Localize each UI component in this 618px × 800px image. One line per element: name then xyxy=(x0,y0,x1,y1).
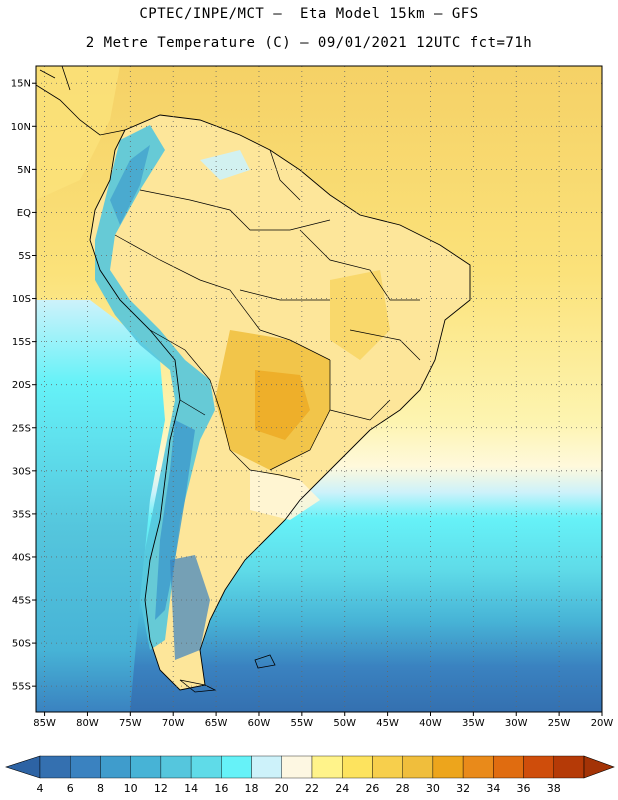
lat-tick-label: 15S xyxy=(12,337,31,348)
lon-tick-label: 85W xyxy=(33,718,56,729)
lon-tick-label: 30W xyxy=(505,718,528,729)
colorbar-label: 26 xyxy=(365,782,379,795)
lat-tick-label: 20S xyxy=(12,380,31,391)
colorbar-label: 38 xyxy=(547,782,561,795)
colorbar-swatch xyxy=(190,755,222,779)
lat-tick-label: 50S xyxy=(12,639,31,650)
colorbar-label: 8 xyxy=(97,782,104,795)
lon-tick-label: 50W xyxy=(333,718,356,729)
latitude-labels: 15N 10N 5N EQ 5S 10S 15S 20S 25S 30S 35S 40S 45S 50S 5… xyxy=(11,79,36,693)
falkland-islands xyxy=(254,654,276,669)
tierra-del-fuego xyxy=(179,679,217,693)
lat-tick-label: 45S xyxy=(12,596,31,607)
lat-tick-label: 30S xyxy=(12,466,31,477)
map-frame xyxy=(35,65,603,713)
mild-zone-south xyxy=(250,470,320,520)
lon-tick-label: 35W xyxy=(462,718,485,729)
lat-tick-label: 40S xyxy=(12,552,31,563)
colorbar-swatch xyxy=(221,755,252,779)
lat-tick-label: 15N xyxy=(11,79,31,90)
colorbar-swatch xyxy=(493,755,524,779)
colorbar-swatch xyxy=(342,755,373,779)
map-plot-area xyxy=(36,66,602,712)
colorbar-swatch xyxy=(523,755,554,779)
colorbar-swatch xyxy=(160,755,192,779)
caribbean-warm-field xyxy=(36,66,120,200)
lat-tick-label: 25S xyxy=(12,423,31,434)
colorbar-swatch xyxy=(130,755,162,779)
title-line-2: 2 Metre Temperature (C) – 09/01/2021 12U… xyxy=(85,35,533,51)
lon-tick-label: 75W xyxy=(119,718,142,729)
colorbar-label: 16 xyxy=(214,782,228,795)
lon-tick-label: 60W xyxy=(248,718,271,729)
lon-tick-label: 70W xyxy=(162,718,185,729)
colorbar-swatch xyxy=(372,755,403,779)
lat-tick-label: 10S xyxy=(12,294,31,305)
lon-tick-label: 25W xyxy=(548,718,571,729)
colorbar-label: 36 xyxy=(517,782,531,795)
country-borders xyxy=(114,149,421,481)
lat-tick-label: 10N xyxy=(11,122,31,133)
colorbar-label: 6 xyxy=(67,782,74,795)
colorbar-under-arrow xyxy=(5,755,41,779)
colorbar-label: 18 xyxy=(245,782,259,795)
venezuela-cool-patch xyxy=(200,150,250,180)
warm-zone-central-brazil xyxy=(330,270,390,360)
andes-south-cold xyxy=(155,420,195,620)
andes-north-cold xyxy=(110,145,150,225)
pacific-ocean-field xyxy=(36,300,165,712)
colorbar-swatch xyxy=(432,755,464,779)
colorbar-label: 4 xyxy=(37,782,44,795)
hot-core-zone xyxy=(255,370,310,440)
title-line-1: CPTEC/INPE/MCT – Eta Model 15km – GFS xyxy=(139,6,479,22)
lat-tick-label: 35S xyxy=(12,509,31,520)
colorbar-swatch xyxy=(251,755,282,779)
colorbar-label: 30 xyxy=(426,782,440,795)
colorbar-label: 12 xyxy=(154,782,168,795)
longitude-labels: 85W 80W 75W 70W 65W 60W 55W 50W 45W 40W 35W 30W 25W 2… xyxy=(33,712,613,729)
colorbar-label: 24 xyxy=(335,782,349,795)
colorbar-label: 34 xyxy=(486,782,500,795)
colorbar-label: 22 xyxy=(305,782,319,795)
colorbar-swatch xyxy=(39,755,71,779)
colorbar-over-arrow xyxy=(583,755,615,779)
lon-tick-label: 55W xyxy=(291,718,314,729)
central-america-outline xyxy=(36,66,126,136)
colorbar-swatch xyxy=(70,755,101,779)
colorbar-swatch xyxy=(281,755,313,779)
lon-tick-label: 45W xyxy=(376,718,399,729)
colorbar: 4 6 8 10 12 14 16 18 20 22 24 26 28 30 32 34 36 38 xyxy=(5,755,615,795)
lat-tick-label: 5S xyxy=(18,251,31,262)
patagonia-cold xyxy=(170,555,210,660)
colorbar-label: 28 xyxy=(396,782,410,795)
andes-cold-band xyxy=(95,125,215,650)
colorbar-label: 20 xyxy=(275,782,289,795)
colorbar-swatch xyxy=(402,755,434,779)
lat-tick-label: EQ xyxy=(17,208,31,219)
lon-tick-label: 65W xyxy=(205,718,228,729)
lon-tick-label: 20W xyxy=(591,718,614,729)
lat-tick-label: 55S xyxy=(12,682,31,693)
colorbar-swatch xyxy=(311,755,343,779)
colorbar-label: 32 xyxy=(456,782,470,795)
coastline xyxy=(89,114,471,691)
lon-tick-label: 80W xyxy=(76,718,99,729)
colorbar-label: 10 xyxy=(124,782,138,795)
colorbar-swatch xyxy=(100,755,131,779)
colorbar-label: 14 xyxy=(184,782,198,795)
lat-tick-label: 5N xyxy=(17,165,31,176)
colorbar-swatch xyxy=(462,755,494,779)
lon-tick-label: 40W xyxy=(419,718,442,729)
colorbar-swatch xyxy=(553,755,585,779)
